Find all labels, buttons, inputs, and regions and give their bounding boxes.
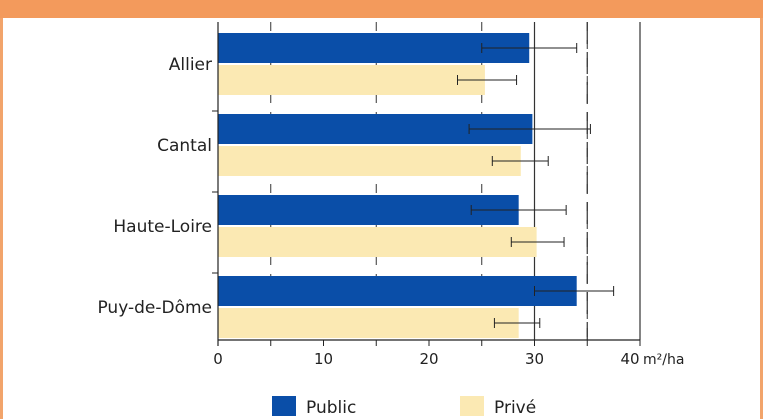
x-tick-label-20: 20	[419, 350, 438, 368]
axis-layer	[212, 22, 641, 346]
error-bar-layer	[456, 43, 615, 328]
x-axis-unit-label: m²/ha	[643, 352, 684, 368]
legend-swatch-public	[272, 396, 296, 416]
bar-privé-3	[218, 308, 519, 338]
label-layer: Allier Cantal Haute-Loire Puy-de-Dôme 0 10 20 3…	[97, 55, 684, 368]
error-bar-public-3	[534, 286, 615, 296]
legend-swatch-privé	[460, 396, 484, 416]
bar-privé-2	[218, 227, 537, 257]
title-bar	[0, 0, 763, 18]
legend-label-public: Public	[306, 398, 356, 418]
legend-item-privé: Privé	[460, 396, 536, 418]
x-tick-label-0: 0	[213, 350, 223, 368]
legend-label-privé: Privé	[494, 398, 536, 418]
error-bar-privé-2	[510, 237, 565, 247]
x-tick-label-10: 10	[314, 350, 333, 368]
bar-privé-0	[218, 65, 485, 95]
error-bar-public-1	[468, 124, 591, 134]
error-bar-privé-0	[456, 75, 518, 85]
bar-layer	[218, 33, 577, 338]
bar-public-3	[218, 276, 577, 306]
error-bar-privé-3	[493, 318, 541, 328]
x-tick-label-40: 40	[620, 350, 639, 368]
bar-public-0	[218, 33, 530, 63]
category-label-1: Cantal	[157, 136, 212, 156]
legend-item-public: Public	[272, 396, 356, 418]
error-bar-privé-1	[491, 156, 549, 166]
x-tick-label-30: 30	[525, 350, 544, 368]
error-bar-public-2	[470, 205, 567, 215]
category-label-0: Allier	[169, 55, 212, 75]
category-label-3: Puy-de-Dôme	[97, 298, 212, 318]
category-label-2: Haute-Loire	[113, 217, 212, 237]
error-bar-public-0	[481, 43, 578, 53]
bar-privé-1	[218, 146, 521, 176]
legend: Public Privé	[272, 396, 536, 418]
bar-public-2	[218, 195, 519, 225]
